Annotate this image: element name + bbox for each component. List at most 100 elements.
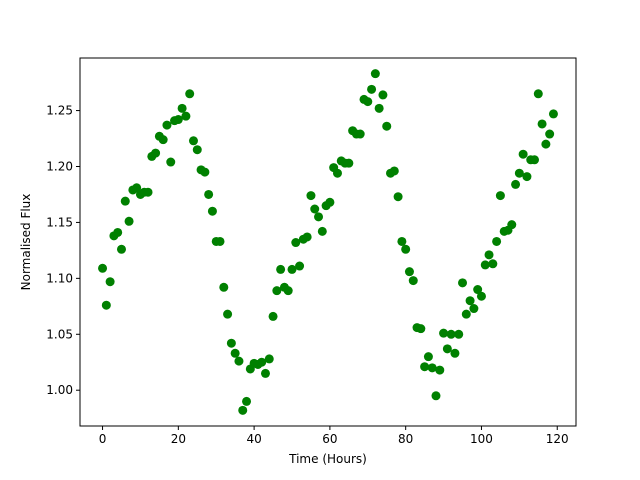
point xyxy=(545,129,555,139)
point xyxy=(173,115,183,125)
point xyxy=(420,362,430,372)
point xyxy=(310,204,320,214)
point xyxy=(469,304,479,314)
point xyxy=(522,172,532,182)
point xyxy=(151,148,161,158)
y-tick-label: 1.10 xyxy=(46,271,73,285)
point xyxy=(344,158,354,168)
point xyxy=(272,286,282,296)
point xyxy=(143,187,153,197)
point xyxy=(408,276,418,286)
point xyxy=(374,103,384,113)
point xyxy=(431,391,441,401)
point xyxy=(242,396,252,406)
y-tick-label: 1.05 xyxy=(46,327,73,341)
point xyxy=(185,89,195,99)
point xyxy=(465,296,475,306)
point xyxy=(238,405,248,415)
point xyxy=(435,365,445,375)
y-axis-label: Normalised Flux xyxy=(19,194,33,291)
x-tick-label: 20 xyxy=(171,432,186,446)
point xyxy=(223,309,233,319)
x-axis-label: Time (Hours) xyxy=(288,452,367,466)
point xyxy=(257,357,267,367)
point xyxy=(295,261,305,271)
point xyxy=(332,168,342,178)
point xyxy=(458,278,468,288)
point xyxy=(113,227,123,237)
point xyxy=(355,129,365,139)
point xyxy=(439,328,449,338)
y-tick-label: 1.00 xyxy=(46,383,73,397)
point xyxy=(207,206,217,216)
point xyxy=(306,191,316,201)
point xyxy=(548,109,558,119)
point xyxy=(120,196,130,206)
point xyxy=(219,282,229,292)
point xyxy=(461,309,471,319)
point xyxy=(382,121,392,131)
point xyxy=(363,97,373,107)
point xyxy=(514,168,524,178)
point xyxy=(162,120,172,130)
point xyxy=(518,149,528,159)
point xyxy=(488,259,498,269)
point xyxy=(287,264,297,274)
point xyxy=(166,157,176,167)
point xyxy=(177,103,187,113)
point xyxy=(132,183,142,193)
x-tick-label: 80 xyxy=(398,432,413,446)
point xyxy=(188,136,198,146)
point xyxy=(473,285,483,295)
point xyxy=(226,338,236,348)
point xyxy=(446,329,456,339)
point xyxy=(268,311,278,321)
point xyxy=(484,250,494,260)
point xyxy=(495,191,505,201)
point xyxy=(401,244,411,254)
point xyxy=(204,189,214,199)
point xyxy=(530,155,540,165)
point xyxy=(397,236,407,246)
plot-frame xyxy=(79,57,577,427)
point xyxy=(230,348,240,358)
point xyxy=(200,167,210,177)
point xyxy=(116,244,126,254)
point xyxy=(192,145,202,155)
point xyxy=(511,179,521,189)
point xyxy=(325,197,335,207)
point xyxy=(260,368,270,378)
point xyxy=(98,263,108,273)
point xyxy=(393,192,403,202)
point xyxy=(158,135,168,145)
x-tick-label: 100 xyxy=(470,432,493,446)
point xyxy=(492,236,502,246)
point xyxy=(389,166,399,176)
point xyxy=(302,232,312,242)
point xyxy=(480,260,490,270)
point xyxy=(476,291,486,301)
point xyxy=(105,277,115,287)
point xyxy=(450,348,460,358)
x-tick-label: 40 xyxy=(246,432,261,446)
point xyxy=(533,89,543,99)
point xyxy=(423,352,433,362)
y-tick-label: 1.25 xyxy=(46,104,73,118)
point xyxy=(101,300,111,310)
point xyxy=(537,119,547,129)
point xyxy=(442,344,452,354)
point xyxy=(507,220,517,230)
point xyxy=(367,84,377,94)
point xyxy=(370,69,380,79)
y-tick-label: 1.15 xyxy=(46,215,73,229)
point xyxy=(416,324,426,334)
point xyxy=(454,329,464,339)
point xyxy=(427,363,437,373)
point xyxy=(234,356,244,366)
point xyxy=(378,90,388,100)
point xyxy=(215,236,225,246)
point xyxy=(317,226,327,236)
point xyxy=(283,286,293,296)
